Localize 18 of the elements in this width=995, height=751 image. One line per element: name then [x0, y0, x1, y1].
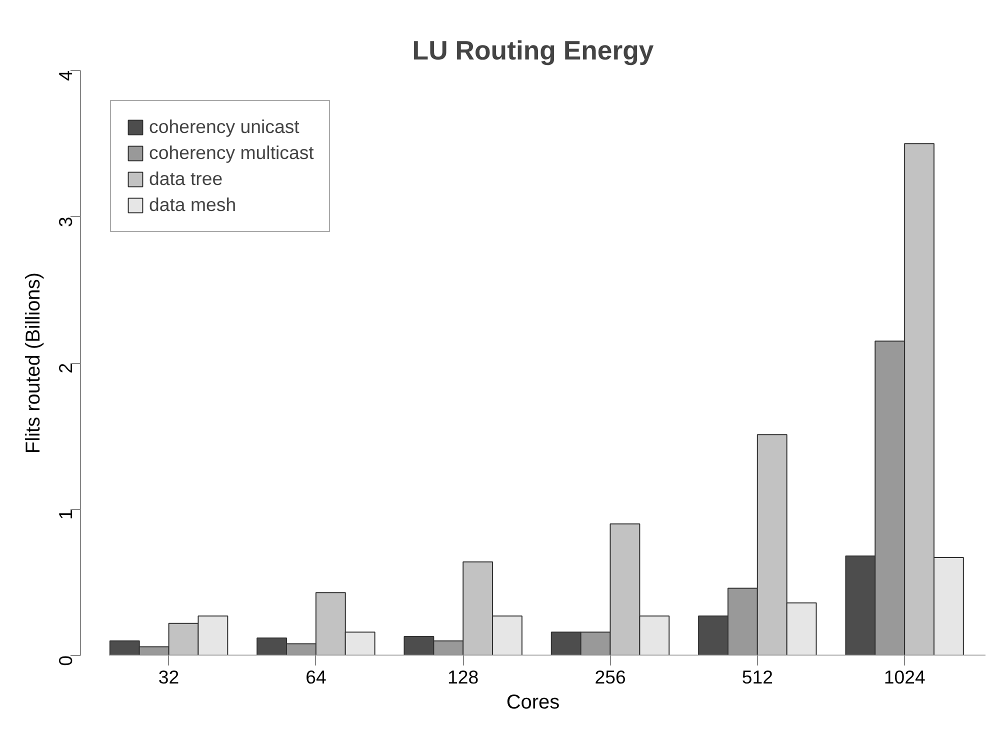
legend-label: coherency multicast [149, 142, 314, 164]
legend-label: data tree [149, 168, 223, 190]
x-tick-label: 512 [742, 666, 773, 688]
y-tick-label: 1 [55, 509, 76, 520]
x-tick-label: 32 [158, 666, 180, 688]
y-tick-label: 3 [55, 216, 76, 228]
y-tick-label: 4 [55, 70, 76, 81]
x-tick-label: 128 [448, 666, 479, 688]
y-axis-title: Flits routed (Billions) [22, 272, 44, 454]
legend-label: coherency unicast [149, 116, 300, 138]
x-tick-label: 1024 [884, 666, 926, 688]
x-tick-label: 256 [594, 666, 626, 688]
x-tick-label: 64 [306, 666, 326, 688]
x-axis-title: Cores [506, 692, 560, 714]
chart-title: LU Routing Energy [412, 36, 654, 66]
y-tick-label: 0 [55, 655, 76, 666]
legend-label: data mesh [149, 194, 236, 216]
y-tick-label: 2 [55, 362, 76, 374]
